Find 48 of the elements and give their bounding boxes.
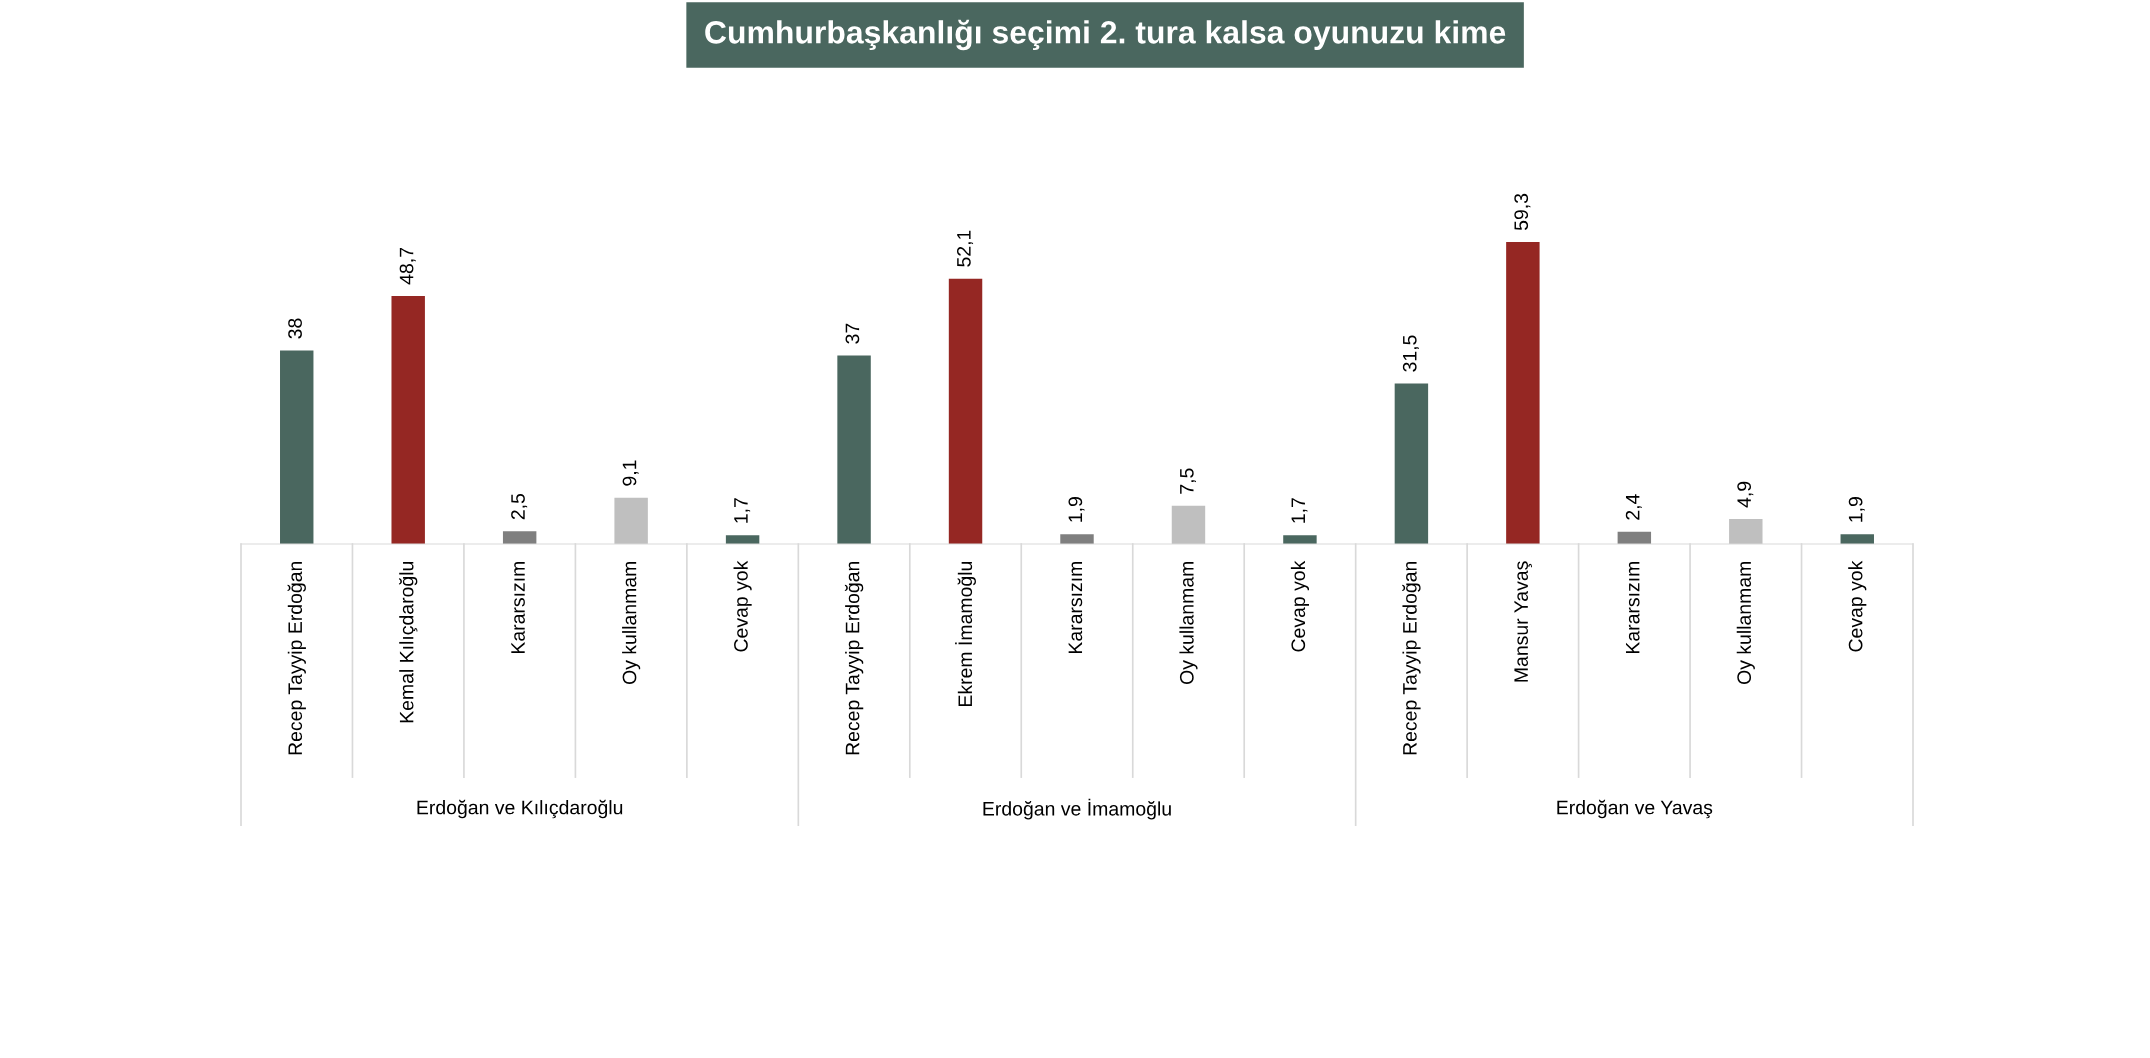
x-tick-label: Kemal Kılıçdaroğlu	[398, 561, 418, 723]
x-tick-label: Kararsızım	[1625, 561, 1640, 654]
bar	[948, 278, 983, 544]
data-label: 48,7	[399, 247, 416, 285]
x-tick-label: Cevap yok	[1290, 560, 1309, 652]
x-tick-label: Kararsızım	[1068, 561, 1083, 654]
bar	[725, 535, 760, 544]
data-label: 9,1	[622, 460, 639, 486]
x-tick-label: Cevap yok	[733, 560, 752, 652]
x-tick-label: Recep Tayyip Erdoğan	[1402, 561, 1421, 755]
bar	[391, 295, 425, 544]
text: Erdoğan ve İmamoğlu	[983, 798, 1171, 820]
bar	[837, 355, 871, 544]
bar	[502, 531, 537, 544]
bar	[1060, 534, 1094, 544]
data-label: 4,9	[1737, 481, 1754, 508]
data-label: 2,4	[1625, 494, 1642, 520]
data-label: 37	[845, 323, 860, 344]
x-tick-label: Oy kullanmam	[1179, 561, 1198, 684]
bar	[280, 350, 314, 544]
data-label: 31,5	[1402, 335, 1419, 372]
data-label: 1,9	[1848, 497, 1865, 522]
text: Erdoğan ve Yavaş	[1557, 799, 1713, 819]
bar	[614, 497, 648, 544]
data-label: 1,9	[1068, 497, 1085, 522]
x-tick-label: Mansur Yavaş	[1514, 561, 1532, 682]
data-label: 1,7	[1291, 498, 1308, 523]
x-tick-label: Ekrem İmamoğlu	[955, 561, 976, 707]
data-label: 38	[288, 318, 302, 339]
x-tick-label: Oy kullanmam	[1736, 561, 1755, 684]
x-tick-label: Cevap yok	[1848, 560, 1867, 652]
data-label: 52,1	[956, 230, 974, 267]
data-label: 7,5	[1180, 468, 1196, 494]
bar	[1729, 519, 1763, 544]
x-tick-label: Recep Tayyip Erdoğan	[287, 561, 306, 755]
x-tick-label: Kararsızım	[511, 561, 525, 654]
chart-title: Cumhurbaşkanlığı seçimi 2. tura kalsa oyunuzu kime	[705, 19, 1506, 51]
bar	[1840, 534, 1874, 544]
x-tick-label: Recep Tayyip Erdoğan	[844, 561, 864, 755]
bar	[1394, 383, 1429, 544]
data-label: 59,3	[1514, 193, 1531, 231]
data-label: 2,5	[511, 493, 528, 520]
bar	[1283, 535, 1317, 544]
data-label: 1,7	[734, 498, 751, 523]
text: Erdoğan ve Kılıçdaroğlu	[417, 799, 623, 819]
bar	[1171, 505, 1206, 544]
x-tick-label: Oy kullanmam	[622, 561, 641, 684]
bar	[1506, 241, 1540, 544]
